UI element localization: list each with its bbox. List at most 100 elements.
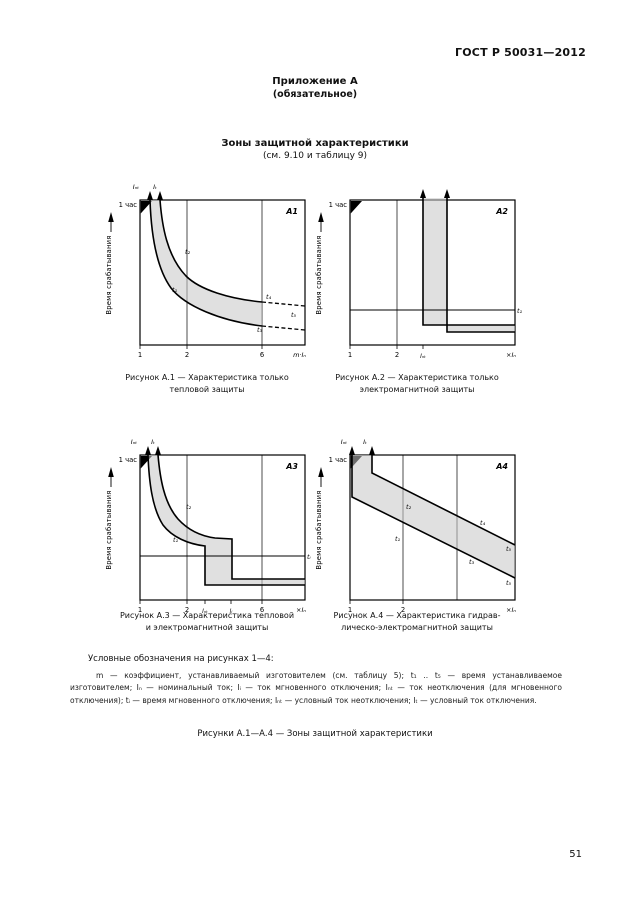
- y-axis-arrow-icon: [318, 467, 324, 487]
- figure-a3-caption: Рисунок А.3 — Характеристика тепловой и …: [92, 610, 322, 634]
- figure-a3-plot: 1 час Время срабатывания tᵢ Iₙₜ Iₜ: [105, 438, 312, 615]
- time-setting-label: t₃: [469, 558, 475, 566]
- caption-line: Рисунок А.3 — Характеристика тепловой: [119, 611, 295, 620]
- caption-line: Рисунок А.1 — Характеристика только: [125, 373, 289, 382]
- page-number: 51: [569, 849, 582, 860]
- figures-group-caption: Рисунки А.1—А.4 — Зоны защитной характер…: [197, 729, 433, 739]
- one-hour-label: 1 час: [329, 456, 348, 464]
- section-heading: Зоны защитной характеристики (см. 9.10 и…: [0, 138, 630, 161]
- time-setting-label: t₄: [266, 293, 272, 301]
- x-tick-label: 1: [138, 606, 142, 614]
- x-tick-label: 2: [185, 606, 189, 614]
- current-label-int: Iₙₜ: [131, 438, 138, 446]
- lower-trip-curve: [149, 199, 263, 327]
- figure-a1-plot: 1 час Время срабатывания Iₙₜ Iₜ: [105, 183, 306, 359]
- x-axis-ticks: [349, 600, 404, 604]
- annex-heading: Приложение А (обязательное): [0, 76, 630, 100]
- legend-intro: Условные обозначения на рисунках 1—4:: [88, 654, 274, 664]
- hour-corner-marker: [350, 201, 362, 214]
- lower-curve-dashed-extension: [261, 325, 306, 331]
- annex-subtitle: (обязательное): [272, 89, 358, 100]
- legend-body: m — коэффициент, устанавливаемый изготов…: [70, 671, 562, 705]
- caption-line: электромагнитной защиты: [359, 385, 475, 394]
- x-tick-current-label: Iᵢ: [230, 609, 233, 615]
- non-trip-boundary-line: [422, 198, 515, 326]
- section-title: Зоны защитной характеристики: [221, 138, 409, 149]
- upper-trip-line: [371, 455, 516, 546]
- x-tick-label: 2: [395, 351, 399, 359]
- x-tick-label: 2: [401, 606, 405, 614]
- section-note: (см. 9.10 и таблицу 9): [262, 151, 368, 161]
- figure-a4-chart: 1 час Время срабатывания Iₙₜ Iₜ А4 t₂: [310, 433, 525, 617]
- figure-a1-caption: Рисунок А.1 — Характеристика только тепл…: [92, 372, 322, 396]
- current-label-it: Iₜ: [153, 183, 157, 191]
- protection-zone-band: [148, 455, 305, 585]
- one-hour-label: 1 час: [119, 456, 138, 464]
- zone-label: А4: [495, 462, 508, 471]
- one-hour-label: 1 час: [119, 201, 138, 209]
- caption-line: тепловой защиты: [169, 385, 245, 394]
- y-axis-arrow-icon: [318, 212, 324, 232]
- zone-label: А1: [285, 207, 298, 216]
- caption-line: лическо-электромагнитной защиты: [341, 623, 493, 632]
- y-axis-arrow-icon: [108, 467, 114, 487]
- x-tick-current-label: Iₙₜ: [420, 354, 426, 360]
- plot-frame: [349, 454, 516, 601]
- protection-zone-band: [352, 455, 515, 578]
- one-hour-label: 1 час: [329, 201, 348, 209]
- figure-a3-chart: 1 час Время срабатывания tᵢ Iₙₜ Iₜ: [100, 433, 315, 617]
- time-setting-label: t₂: [185, 248, 191, 256]
- protection-zone-band: [423, 198, 515, 332]
- figure-a2-chart: 1 час Время срабатывания t₁ А2: [310, 178, 525, 362]
- plot-frame: [139, 199, 306, 346]
- figure-a4-plot: 1 час Время срабатывания Iₙₜ Iₜ А4 t₂: [315, 438, 516, 614]
- up-arrow-icons: [349, 446, 375, 455]
- time-limit-label: t₁: [517, 307, 523, 315]
- up-arrow-icons: [420, 189, 450, 198]
- time-setting-label: t₂: [406, 503, 412, 511]
- time-setting-label: t₁: [173, 536, 179, 544]
- time-setting-label: t₁: [172, 286, 178, 294]
- x-tick-label: 1: [138, 351, 142, 359]
- caption-line: и электромагнитной защиты: [145, 623, 269, 632]
- x-tick-label: 6: [260, 351, 264, 359]
- figure-a1-chart: 1 час Время срабатывания Iₙₜ Iₜ: [100, 178, 315, 362]
- time-setting-label: t₅: [291, 311, 297, 319]
- lower-trip-curve: [147, 454, 305, 586]
- x-axis-unit: ×Iₙ: [506, 606, 516, 614]
- doc-number: ГОСТ Р 50031—2012: [455, 46, 586, 59]
- caption-line: Рисунок А.2 — Характеристика только: [335, 373, 499, 382]
- x-tick-label: 1: [348, 351, 352, 359]
- y-axis-label: Время срабатывания: [315, 235, 323, 314]
- protection-zone-band: [150, 200, 262, 326]
- x-axis-unit: m·Iₙ: [293, 351, 306, 359]
- time-setting-label: t₁: [395, 535, 401, 543]
- current-label-int: Iₙₜ: [133, 183, 140, 191]
- x-tick-label: 6: [260, 606, 264, 614]
- x-tick-label: 1: [348, 606, 352, 614]
- current-label-it: Iₜ: [363, 438, 367, 446]
- upper-curve-dashed-extension: [261, 301, 306, 307]
- y-axis-label: Время срабатывания: [315, 490, 323, 569]
- trip-boundary-line: [446, 198, 515, 333]
- caption-line: Рисунок А.4 — Характеристика гидрав-: [333, 611, 501, 620]
- x-tick-current-label: Iₙₜ: [202, 609, 208, 615]
- time-setting-label: t₅: [506, 545, 512, 553]
- upper-trip-curve: [159, 199, 263, 303]
- time-setting-label: t₂: [186, 503, 192, 511]
- figure-a2-plot: 1 час Время срабатывания t₁ А2: [315, 189, 523, 360]
- time-setting-label: t₅: [506, 579, 512, 587]
- x-axis-ticks: [349, 345, 424, 349]
- up-arrow-icons: [147, 191, 163, 200]
- x-axis-ticks: [139, 345, 263, 349]
- y-axis-label: Время срабатывания: [105, 235, 113, 314]
- zone-label: А2: [495, 207, 508, 216]
- y-axis-arrow-icon: [108, 212, 114, 232]
- plot-frame: [139, 454, 306, 601]
- upper-trip-curve: [157, 454, 305, 580]
- time-setting-label: t₄: [480, 519, 486, 527]
- x-axis-unit: ×Iₙ: [506, 351, 516, 359]
- y-axis-label: Время срабатывания: [105, 490, 113, 569]
- time-setting-label: t₃: [257, 326, 263, 334]
